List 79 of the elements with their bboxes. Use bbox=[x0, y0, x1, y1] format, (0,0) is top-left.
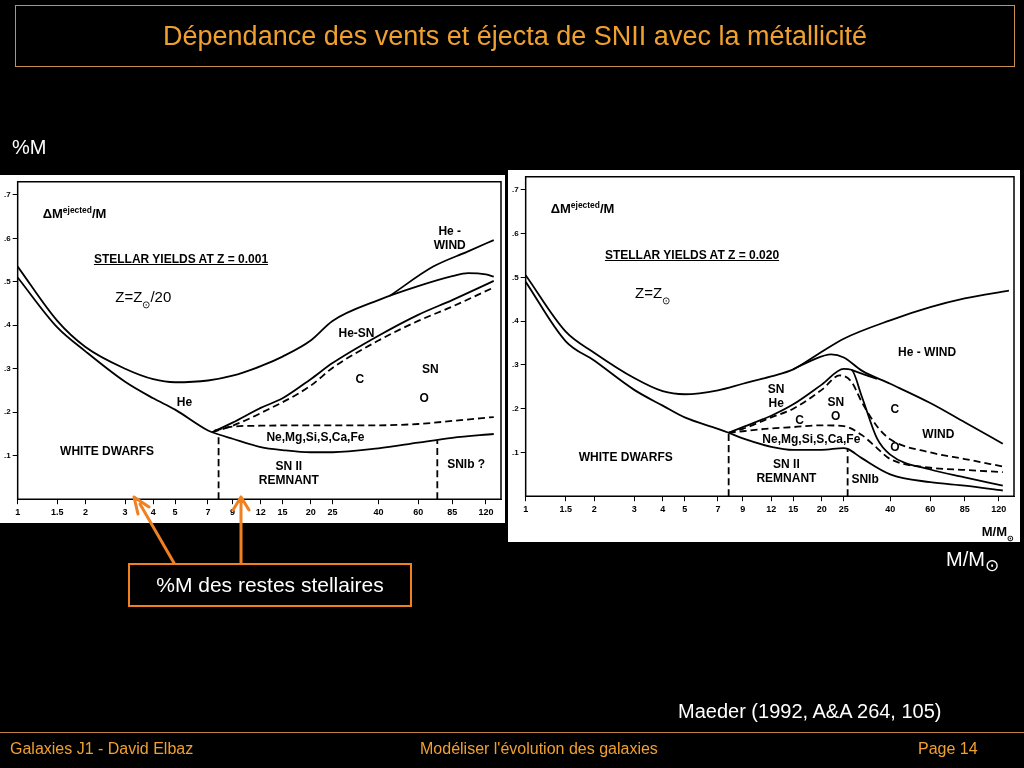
y-tick-label: .1 bbox=[4, 450, 12, 460]
x-tick-label: 1 bbox=[15, 507, 21, 518]
text: %M des restes stellaires bbox=[128, 563, 412, 607]
x-tick-label: 2 bbox=[82, 507, 88, 518]
y-tick-label: .6 bbox=[4, 233, 12, 243]
x-tick-label: 15 bbox=[277, 507, 288, 518]
y-tick-label: .7 bbox=[4, 190, 12, 200]
y-tick-label: .6 bbox=[512, 228, 520, 238]
x-tick-label: 12 bbox=[255, 507, 266, 518]
annotation: WHITE DWARFS bbox=[60, 443, 155, 458]
annotation: SN O bbox=[827, 394, 845, 423]
x-tick-label: 40 bbox=[373, 507, 384, 518]
annotation: SN He bbox=[767, 381, 785, 410]
x-tick-label: 2 bbox=[591, 504, 597, 515]
text: Z=Z⊙/20 bbox=[115, 288, 172, 311]
text: Z=Z⊙ bbox=[635, 284, 671, 307]
x-tick-label: 3 bbox=[631, 504, 637, 515]
text: Galaxies J1 - David Elbaz bbox=[10, 740, 194, 758]
annotation: He - WIND bbox=[433, 224, 467, 253]
annotation: SNIb bbox=[851, 472, 879, 487]
annotation: SNIb ? bbox=[447, 456, 486, 471]
x-tick-label: 120 bbox=[478, 507, 494, 518]
x-tick-label: 20 bbox=[305, 507, 316, 518]
annotation: He bbox=[176, 394, 193, 409]
x-axis-title: M/M⊙ bbox=[981, 524, 1014, 544]
annotation: SN II REMNANT bbox=[756, 456, 818, 485]
x-tick-label: 1.5 bbox=[51, 507, 64, 518]
y-tick-label: .4 bbox=[4, 320, 12, 330]
x-tick-label: 7 bbox=[205, 507, 211, 518]
x-tick-label: 12 bbox=[766, 504, 777, 515]
x-tick-label: 7 bbox=[715, 504, 721, 515]
x-tick-label: 3 bbox=[122, 507, 128, 518]
annotation: WHITE DWARFS bbox=[578, 449, 673, 464]
x-tick-label: 85 bbox=[447, 507, 458, 518]
text: Dépendance des vents et éjecta de SNII avec la métallicité bbox=[15, 5, 1015, 67]
y-tick-label: .5 bbox=[512, 272, 520, 282]
annotation: SN II REMNANT bbox=[258, 458, 320, 487]
x-tick-label: 40 bbox=[885, 504, 896, 515]
x-tick-label: 5 bbox=[682, 504, 688, 515]
y-tick-label: .1 bbox=[512, 447, 520, 457]
annotation: C bbox=[890, 401, 900, 416]
x-tick-label: 1 bbox=[523, 504, 529, 515]
annotation: SN bbox=[422, 361, 439, 376]
text: %M bbox=[12, 136, 47, 159]
text: Modéliser l'évolution des galaxies bbox=[420, 740, 658, 758]
y-tick-label: .4 bbox=[512, 316, 520, 326]
x-tick-label: 60 bbox=[413, 507, 424, 518]
y-tick-label: .3 bbox=[4, 363, 12, 373]
x-tick-label: 25 bbox=[838, 504, 849, 515]
annotation: C bbox=[795, 412, 805, 427]
y-tick-label: .3 bbox=[512, 360, 520, 370]
annotation: He - WIND bbox=[898, 344, 957, 359]
x-tick-label: 120 bbox=[991, 504, 1007, 515]
x-tick-label: 85 bbox=[959, 504, 970, 515]
x-tick-label: 9 bbox=[740, 504, 746, 515]
annotation: C bbox=[355, 372, 365, 387]
text: STELLAR YIELDS AT Z = 0.020 bbox=[603, 248, 781, 262]
x-tick-label: 4 bbox=[150, 507, 156, 518]
text: STELLAR YIELDS AT Z = 0.001 bbox=[92, 252, 270, 266]
annotation: Ne,Mg,Si,S,Ca,Fe bbox=[266, 429, 365, 444]
y-tick-label: .5 bbox=[4, 277, 12, 287]
text: M/M$_{⊙}$ bbox=[946, 548, 999, 576]
x-tick-label: 15 bbox=[788, 504, 799, 515]
x-tick-label: 20 bbox=[816, 504, 827, 515]
annotation: Ne,Mg,Si,S,Ca,Fe bbox=[762, 432, 861, 447]
x-tick-label: 60 bbox=[925, 504, 936, 515]
x-tick-label: 1.5 bbox=[559, 504, 572, 515]
y-tick-label: .2 bbox=[512, 403, 520, 413]
text: Maeder (1992, A&A 264, 105) bbox=[678, 700, 942, 723]
x-tick-label: 5 bbox=[172, 507, 178, 518]
text: Page 14 bbox=[918, 740, 978, 758]
y-tick-label: .2 bbox=[4, 407, 12, 417]
annotation: O bbox=[890, 439, 900, 454]
y-tick-label: .7 bbox=[512, 185, 520, 195]
x-tick-label: 4 bbox=[660, 504, 666, 515]
annotation: O bbox=[419, 391, 429, 406]
annotation: He-SN bbox=[338, 326, 375, 341]
x-tick-label: 25 bbox=[327, 507, 338, 518]
annotation: WIND bbox=[922, 426, 955, 441]
